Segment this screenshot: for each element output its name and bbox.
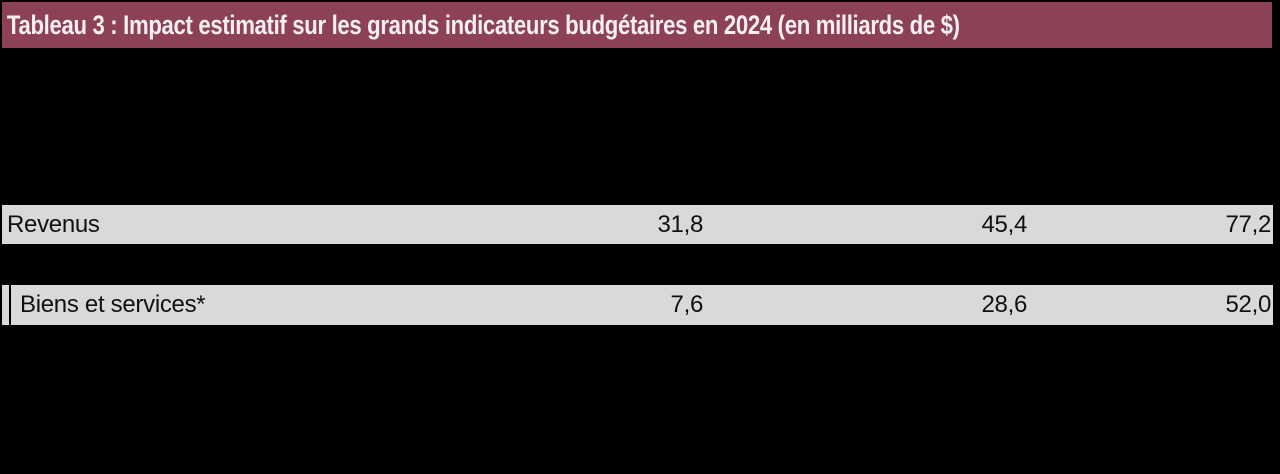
cell-left-border (9, 285, 11, 325)
row-value-col1: 7,6 (670, 291, 704, 318)
page-title: Tableau 3 : Impact estimatif sur les gra… (6, 9, 960, 40)
table-title-bar: Tableau 3 : Impact estimatif sur les gra… (2, 2, 1272, 48)
table-row-revenus: Revenus 31,8 45,4 77,2 (2, 205, 1273, 244)
row-value-col3: 77,2 (1225, 210, 1271, 238)
table-row-biens-et-services: Biens et services* 7,6 28,6 52,0 (2, 285, 1273, 325)
row-label: Revenus (7, 210, 100, 238)
row-value-col1: 31,8 (657, 210, 703, 238)
row-value-col2: 28,6 (981, 291, 1027, 318)
row-label: Biens et services* (20, 291, 206, 318)
row-value-col3: 52,0 (1225, 291, 1271, 318)
row-value-col2: 45,4 (981, 210, 1027, 238)
